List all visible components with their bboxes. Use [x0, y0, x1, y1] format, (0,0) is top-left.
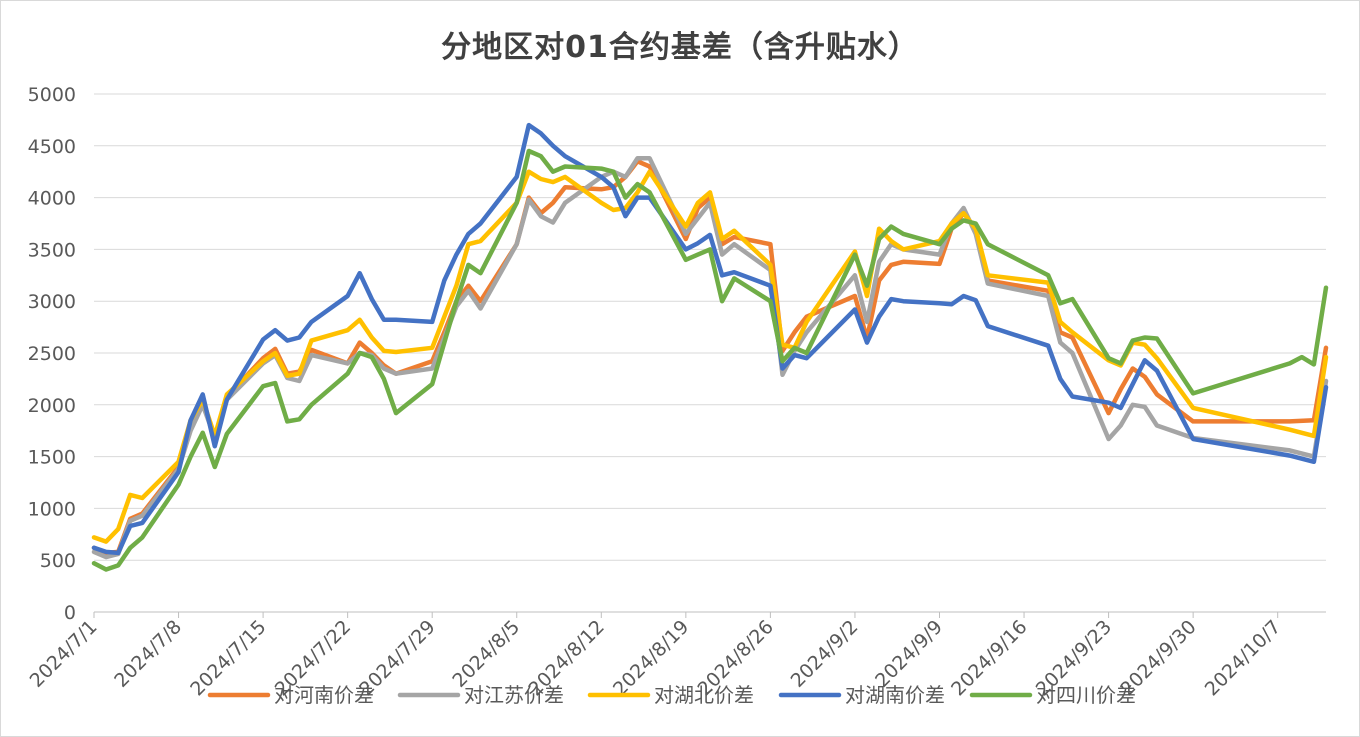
legend: 对河南价差 对江苏价差 对湖北价差 对湖南价差 对四川价差 [207, 683, 1136, 707]
x-tick-label: 2024/7/8 [110, 616, 186, 692]
y-tick-label: 3000 [28, 291, 76, 313]
legend-label: 对四川价差 [1036, 683, 1136, 707]
x-tick-label: 2024/9/9 [871, 616, 947, 692]
y-tick-label: 2500 [28, 343, 76, 365]
y-tick-label: 4000 [28, 188, 76, 210]
x-tick-label: 2024/8/5 [448, 616, 524, 692]
y-tick-label: 500 [40, 550, 76, 572]
legend-label: 对湖北价差 [654, 683, 754, 707]
x-tick-label: 2024/7/15 [186, 616, 270, 700]
y-tick-label: 5000 [28, 84, 76, 106]
x-tick-label: 2024/7/1 [26, 616, 102, 692]
y-tick-label: 2000 [28, 395, 76, 417]
legend-label: 对河南价差 [274, 683, 374, 707]
y-axis-tick-labels: 0 500 1000 1500 2000 2500 3000 3500 4000 4500 5000 [28, 84, 76, 624]
series-line [91, 169, 1329, 544]
chart-title: 分地区对01合约基差（含升贴水） [441, 30, 919, 65]
x-tick-label: 2024/9/2 [787, 616, 863, 692]
legend-label: 对江苏价差 [464, 683, 564, 707]
x-tick-label: 2024/9/16 [947, 616, 1031, 700]
x-axis [93, 611, 1326, 618]
y-tick-label: 4500 [28, 136, 76, 158]
y-tick-label: 1500 [28, 447, 76, 469]
y-tick-label: 0 [64, 602, 76, 624]
y-tick-label: 1000 [28, 498, 76, 520]
series-lines [91, 122, 1329, 572]
x-tick-label: 2024/10/7 [1201, 616, 1285, 700]
gridlines [94, 93, 1326, 561]
y-tick-label: 3500 [28, 239, 76, 261]
series-line [91, 148, 1329, 572]
series-line [91, 122, 1329, 556]
legend-label: 对湖南价差 [845, 683, 945, 707]
